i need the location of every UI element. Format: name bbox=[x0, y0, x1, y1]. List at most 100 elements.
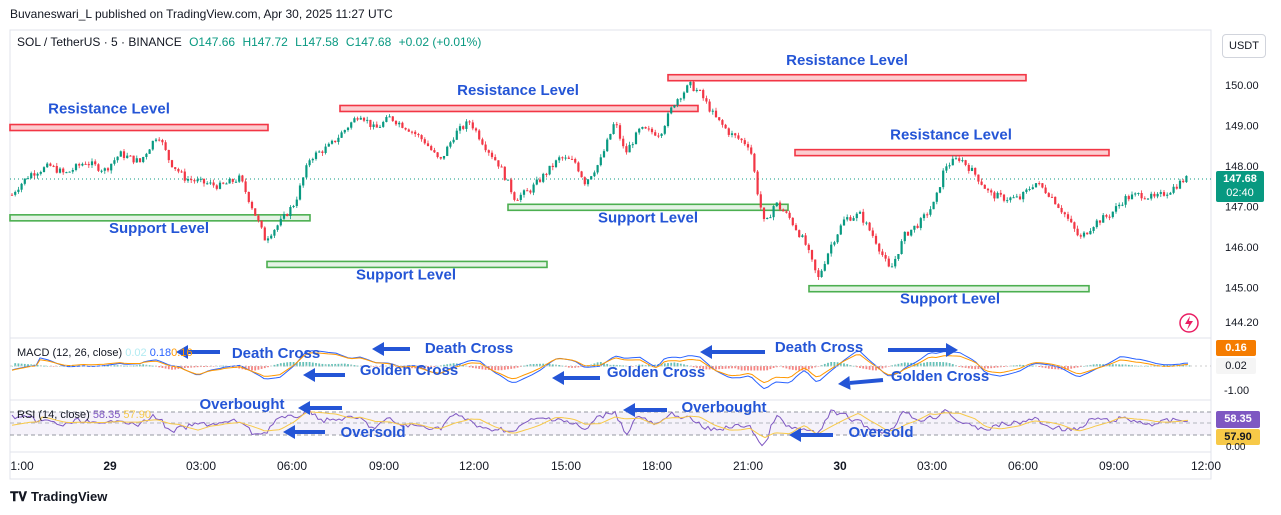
candle-body bbox=[567, 157, 570, 159]
macd-histogram-bar bbox=[788, 366, 791, 370]
candle-body bbox=[228, 179, 231, 184]
macd-histogram-bar bbox=[142, 364, 145, 367]
macd-histogram-bar bbox=[868, 366, 871, 370]
candle-body bbox=[46, 163, 49, 168]
macd-histogram-bar bbox=[257, 366, 260, 370]
macd-histogram-bar bbox=[1067, 366, 1069, 370]
currency-button[interactable]: USDT bbox=[1222, 34, 1266, 58]
macd-histogram-bar bbox=[1147, 365, 1149, 367]
candle-body bbox=[442, 155, 446, 159]
annotation-arrowhead bbox=[372, 342, 384, 356]
macd-histogram-bar bbox=[798, 366, 801, 371]
rsi-label[interactable]: RSI (14, close) bbox=[17, 409, 90, 421]
macd-label[interactable]: MACD (12, 26, close) bbox=[17, 347, 123, 359]
macd-line-value: 0.18 bbox=[149, 347, 172, 359]
candle-body bbox=[1092, 227, 1095, 231]
candle-body bbox=[388, 116, 391, 118]
candle-body bbox=[654, 132, 657, 136]
macd-histogram-bar bbox=[1012, 365, 1015, 367]
x-tick-label: 30 bbox=[833, 459, 847, 473]
macd-histogram-bar bbox=[750, 366, 753, 371]
macd-histogram-bar bbox=[161, 366, 164, 368]
macd-histogram-bar bbox=[1057, 366, 1060, 370]
candle-body bbox=[692, 81, 695, 92]
candle-body bbox=[426, 143, 430, 147]
candle-body bbox=[606, 139, 609, 152]
macd-histogram-bar bbox=[254, 366, 257, 371]
macd-histogram-bar bbox=[974, 366, 977, 370]
macd-histogram-bar bbox=[391, 366, 394, 367]
candle-body bbox=[23, 178, 26, 184]
last-price: 147.68 bbox=[1223, 173, 1257, 185]
macd-histogram-bar bbox=[900, 363, 903, 367]
macd-histogram-bar bbox=[180, 366, 183, 369]
macd-histogram-bar bbox=[747, 366, 749, 371]
candle-body bbox=[1073, 222, 1076, 229]
macd-histogram-bar bbox=[372, 366, 375, 367]
candle-body bbox=[852, 218, 855, 221]
symbol-name[interactable]: SOL / TetherUS · 5 · BINANCE bbox=[17, 35, 182, 49]
candle-body bbox=[759, 194, 762, 208]
macd-histogram-bar bbox=[263, 366, 266, 369]
candle-body bbox=[292, 205, 295, 208]
candle-body bbox=[372, 124, 375, 128]
annotation-arrow bbox=[849, 378, 884, 385]
y-tick-label: 146.00 bbox=[1225, 242, 1259, 254]
macd-histogram-bar bbox=[529, 364, 532, 367]
candle-body bbox=[538, 179, 542, 182]
macd-histogram-bar bbox=[30, 364, 33, 367]
candle-body bbox=[129, 155, 132, 157]
macd-histogram-bar bbox=[276, 363, 279, 367]
macd-histogram-bar bbox=[337, 363, 340, 367]
macd-histogram-bar bbox=[423, 366, 426, 369]
level-annotation: Resistance Level bbox=[457, 82, 579, 99]
macd-histogram-bar bbox=[286, 362, 289, 367]
candle-body bbox=[884, 255, 887, 259]
candle-body bbox=[58, 168, 62, 173]
macd-annotation: Death Cross bbox=[232, 345, 320, 362]
candle-body bbox=[906, 231, 910, 236]
candle-body bbox=[273, 229, 276, 236]
candle-body bbox=[615, 124, 618, 126]
macd-histogram-bar bbox=[126, 365, 129, 367]
candle-body bbox=[804, 235, 807, 245]
footer-brand[interactable]: 𝐓𝐕 TradingView bbox=[10, 489, 107, 505]
macd-histogram-bar bbox=[305, 362, 308, 367]
macd-histogram-bar bbox=[811, 366, 813, 369]
candle-body bbox=[330, 140, 334, 144]
macd-histogram-bar bbox=[267, 366, 269, 368]
macd-histogram-bar bbox=[916, 363, 919, 367]
macd-histogram-bar bbox=[1127, 364, 1130, 367]
macd-histogram-bar bbox=[206, 366, 209, 367]
x-tick-label: 18:00 bbox=[642, 459, 672, 473]
brand-name: TradingView bbox=[31, 489, 108, 504]
macd-histogram-bar bbox=[62, 365, 65, 367]
candle-body bbox=[209, 182, 212, 184]
candle-body bbox=[958, 158, 961, 161]
candle-body bbox=[282, 214, 286, 219]
candle-body bbox=[650, 128, 654, 133]
annotation-arrowhead bbox=[946, 343, 958, 357]
annotation-arrowhead bbox=[552, 371, 564, 385]
candle-body bbox=[270, 235, 273, 239]
macd-histogram-bar bbox=[967, 366, 970, 369]
candle-body bbox=[887, 258, 890, 267]
candle-body bbox=[449, 142, 452, 147]
candle-body bbox=[670, 107, 673, 114]
candle-body bbox=[577, 162, 580, 172]
macd-histogram-bar bbox=[1115, 364, 1117, 367]
candle-body bbox=[193, 180, 196, 182]
candle-body bbox=[500, 166, 503, 168]
macd-tick-label: -1.00 bbox=[1224, 385, 1249, 397]
candle-body bbox=[823, 263, 826, 271]
candle-body bbox=[1057, 204, 1060, 208]
candle-body bbox=[1018, 196, 1022, 200]
macd-histogram-bar bbox=[1076, 366, 1079, 368]
macd-histogram-bar bbox=[993, 366, 996, 368]
candle-body bbox=[494, 157, 497, 161]
symbol-legend: SOL / TetherUS · 5 · BINANCE O147.66 H14… bbox=[17, 35, 485, 49]
candle-body bbox=[1124, 196, 1127, 205]
candle-body bbox=[673, 105, 676, 108]
candle-body bbox=[455, 130, 458, 140]
